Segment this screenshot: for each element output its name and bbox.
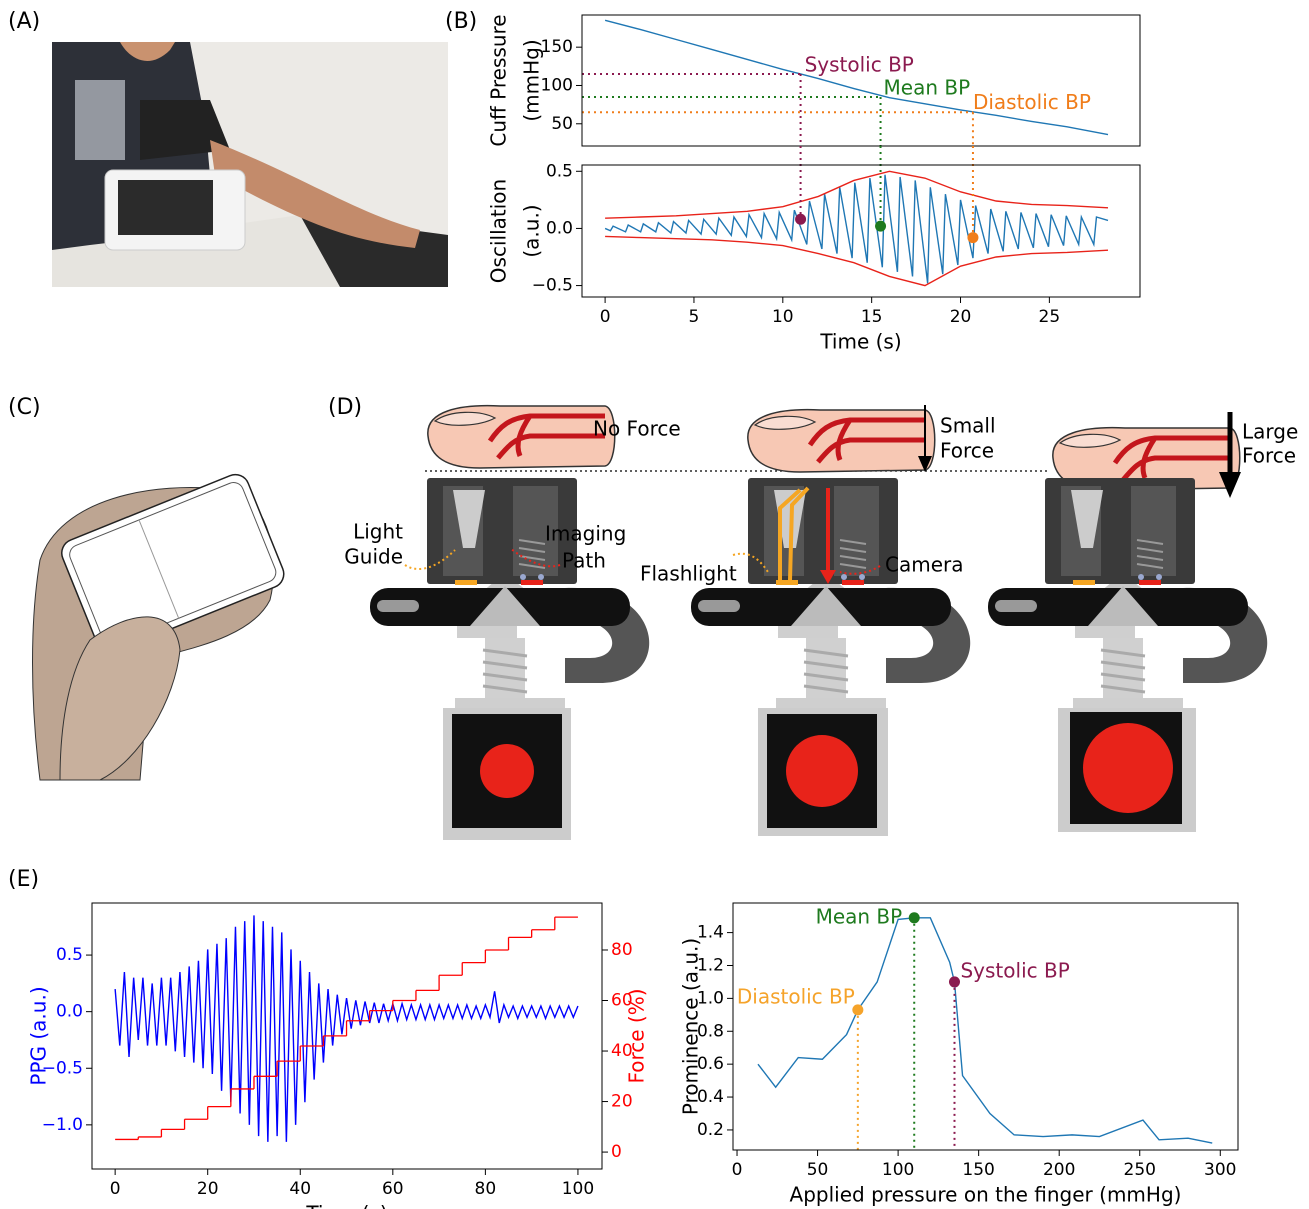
y-axis-label: Prominence (a.u.) bbox=[679, 938, 703, 1115]
y-tick-label: 50 bbox=[551, 114, 573, 134]
y2-axis-label: Force (%) bbox=[625, 988, 649, 1083]
x-tick-label: 300 bbox=[1204, 1160, 1236, 1180]
state-label: No Force bbox=[593, 417, 681, 441]
plot-frame bbox=[582, 165, 1140, 297]
panel-label: (B) bbox=[445, 9, 477, 34]
bp-marker bbox=[875, 221, 886, 232]
x-tick-label: 100 bbox=[562, 1179, 594, 1199]
sensor-clamp bbox=[370, 478, 649, 710]
plot-frame bbox=[733, 903, 1238, 1150]
bp-marker bbox=[949, 976, 960, 987]
x-tick-label: 15 bbox=[861, 307, 883, 327]
plot-frame bbox=[582, 15, 1140, 146]
marker-label: Systolic BP bbox=[805, 52, 914, 76]
bp-marker bbox=[795, 214, 806, 225]
y-axis-label: Cuff Pressure bbox=[487, 14, 511, 146]
callout: Path bbox=[562, 549, 606, 573]
marker-label: Mean BP bbox=[884, 75, 971, 99]
y-tick-label: −0.5 bbox=[532, 276, 573, 296]
state-label: Force bbox=[940, 439, 994, 463]
callout: Flashlight bbox=[640, 562, 737, 586]
callout: Light bbox=[353, 520, 403, 544]
y-tick-label: −1.0 bbox=[42, 1115, 83, 1135]
series-line bbox=[758, 918, 1212, 1143]
x-tick-label: 60 bbox=[382, 1179, 404, 1199]
x-tick-label: 20 bbox=[950, 307, 972, 327]
y-axis-label: (mmHg) bbox=[520, 39, 544, 121]
state-label: Large bbox=[1242, 420, 1298, 444]
state-label: Small bbox=[940, 414, 996, 438]
bp-marker bbox=[909, 912, 920, 923]
finger bbox=[748, 410, 935, 472]
series-line bbox=[605, 20, 1108, 134]
y-tick-label: 150 bbox=[541, 37, 573, 57]
x-tick-label: 0 bbox=[110, 1179, 121, 1199]
x-tick-label: 0 bbox=[732, 1160, 743, 1180]
y-axis-label: PPG (a.u.) bbox=[27, 986, 51, 1085]
y2-tick-label: 20 bbox=[611, 1092, 633, 1112]
x-tick-label: 100 bbox=[882, 1160, 914, 1180]
marker-label: Mean BP bbox=[816, 904, 903, 928]
y-tick-label: 100 bbox=[541, 75, 573, 95]
illustration-hand-phone bbox=[33, 470, 288, 780]
y2-tick-label: 0 bbox=[611, 1142, 622, 1162]
x-tick-label: 25 bbox=[1039, 307, 1061, 327]
panel-label: (D) bbox=[328, 395, 362, 420]
y-tick-label: 0.0 bbox=[546, 218, 573, 238]
x-tick-label: 40 bbox=[289, 1179, 311, 1199]
y-tick-label: 0.2 bbox=[697, 1120, 724, 1140]
y-axis-label: Oscillation bbox=[487, 179, 511, 283]
panel-label: (A) bbox=[8, 9, 40, 34]
x-tick-label: 150 bbox=[962, 1160, 994, 1180]
panel-label: (C) bbox=[8, 395, 41, 420]
y2-tick-label: 80 bbox=[611, 940, 633, 960]
x-axis-label: Time (s) bbox=[819, 330, 901, 354]
callout: Guide bbox=[344, 545, 403, 569]
x-tick-label: 0 bbox=[600, 307, 611, 327]
x-axis-label: Time (s) bbox=[305, 1202, 387, 1209]
callout: Camera bbox=[885, 553, 964, 577]
figure: (A) (B) (C) (D) (E) bbox=[0, 0, 1309, 1209]
marker-label: Diastolic BP bbox=[737, 984, 855, 1008]
state-label: Force bbox=[1242, 444, 1296, 468]
x-tick-label: 20 bbox=[197, 1179, 219, 1199]
x-tick-label: 200 bbox=[1043, 1160, 1075, 1180]
marker-label: Diastolic BP bbox=[973, 90, 1091, 114]
bp-marker bbox=[967, 232, 978, 243]
x-axis-label: Applied pressure on the finger (mmHg) bbox=[790, 1183, 1182, 1207]
y-tick-label: 0.5 bbox=[56, 945, 83, 965]
sensor-clamp bbox=[988, 478, 1267, 710]
x-tick-label: 10 bbox=[772, 307, 794, 327]
sensor-clamp bbox=[691, 478, 970, 710]
x-tick-label: 50 bbox=[807, 1160, 829, 1180]
callout: Imaging bbox=[545, 522, 626, 546]
photo-bp-monitor bbox=[52, 42, 448, 287]
y-tick-label: 0.5 bbox=[546, 161, 573, 181]
marker-label: Systolic BP bbox=[960, 958, 1069, 982]
y-tick-label: 0.0 bbox=[56, 1002, 83, 1022]
x-tick-label: 80 bbox=[475, 1179, 497, 1199]
page: (A) (B) (C) (D) (E) bbox=[0, 0, 1309, 1209]
series-line bbox=[605, 175, 1108, 284]
camera-view bbox=[443, 708, 1196, 840]
x-tick-label: 5 bbox=[689, 307, 700, 327]
finger bbox=[428, 406, 615, 468]
y-axis-label: (a.u.) bbox=[520, 204, 544, 257]
panel-label: (E) bbox=[8, 867, 39, 892]
x-tick-label: 250 bbox=[1124, 1160, 1156, 1180]
